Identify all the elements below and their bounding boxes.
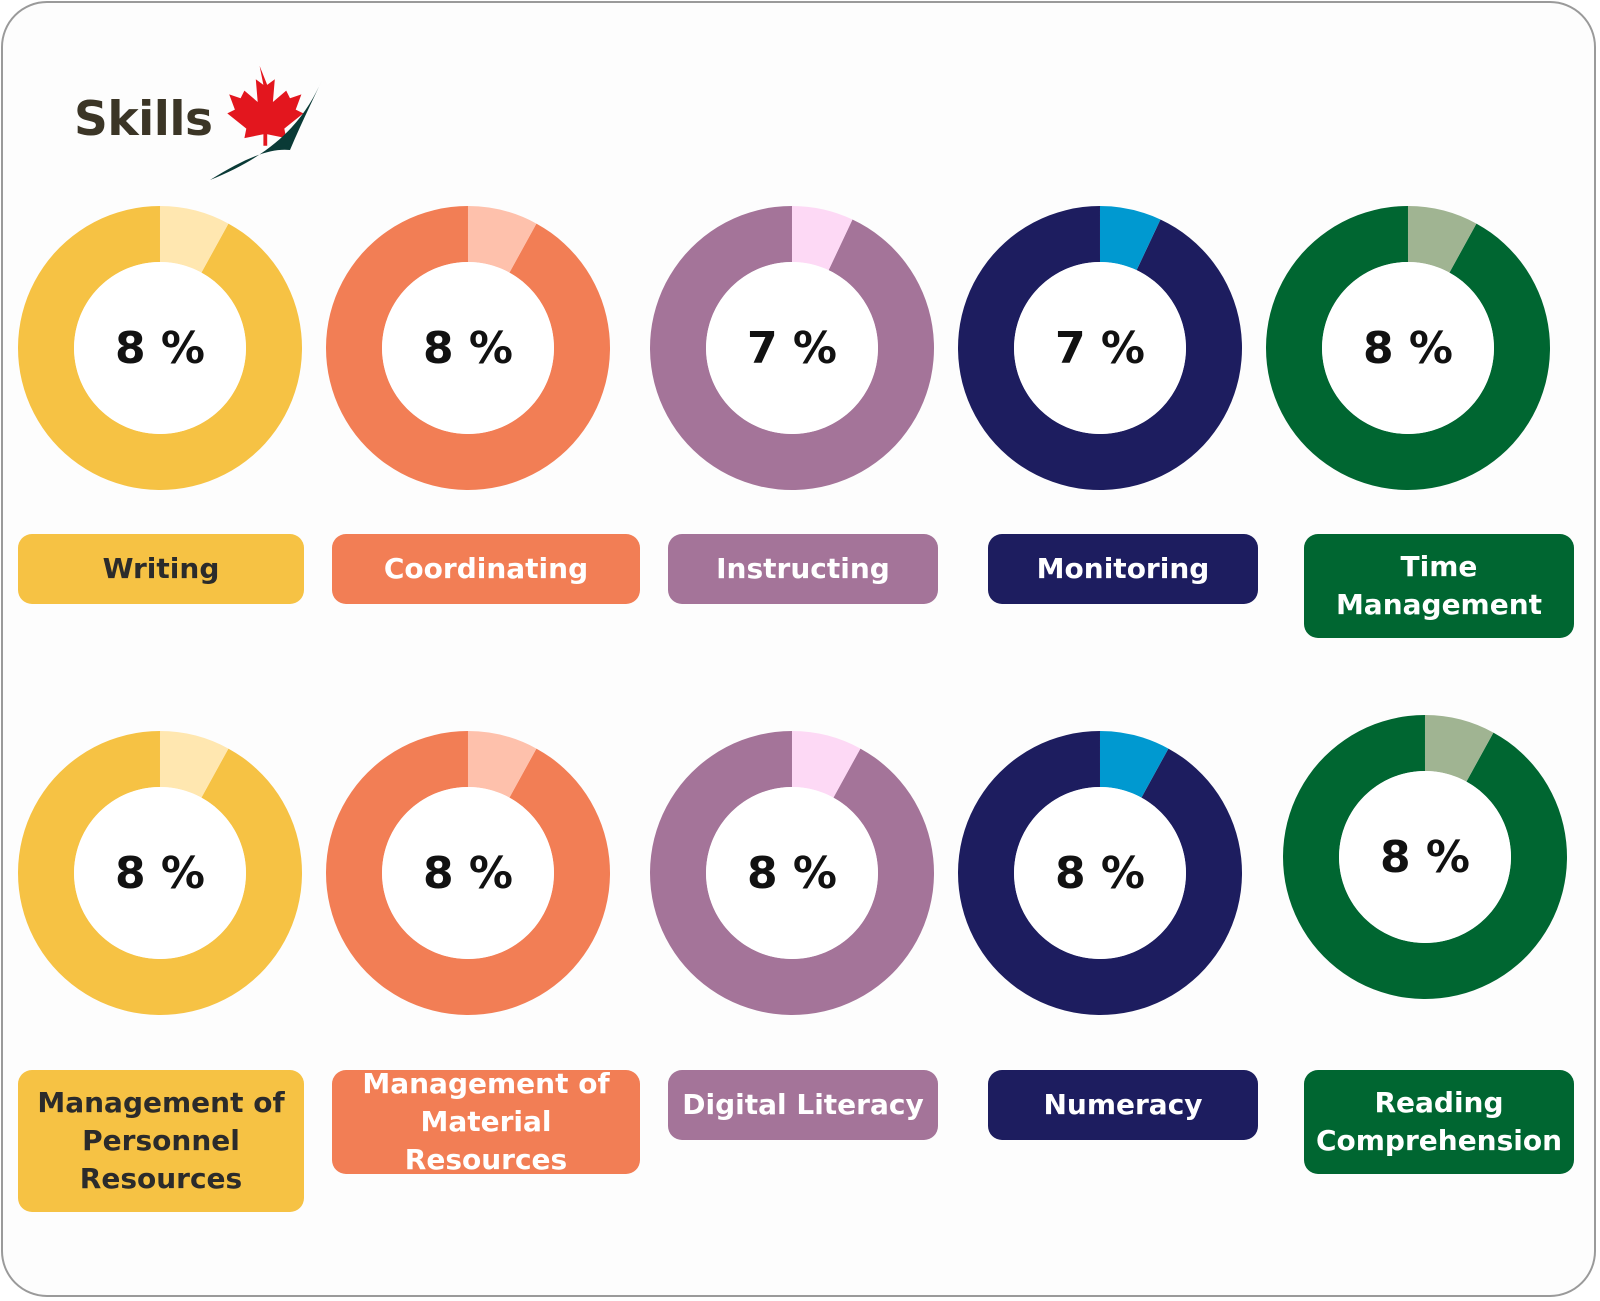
donut-svg	[326, 731, 610, 1015]
skill-label-line: Instructing	[716, 552, 890, 585]
skill-label-text: Coordinating	[384, 550, 588, 588]
donut-hole	[74, 262, 246, 434]
skill-label-line: Comprehension	[1315, 1124, 1563, 1157]
donut-reading-comprehension: 8 %	[1283, 715, 1567, 999]
donut-value-slice	[1425, 715, 1494, 782]
donut-writing: 8 %	[18, 206, 302, 490]
skill-label-line: Management of	[362, 1067, 610, 1100]
maple-leaf-swoosh-icon	[210, 65, 322, 180]
donut-value-slice	[792, 731, 861, 798]
skill-label-text: Instructing	[716, 550, 890, 588]
donut-svg	[1283, 715, 1567, 999]
donut-svg	[18, 206, 302, 490]
skill-label-monitoring: Monitoring	[988, 534, 1258, 604]
skill-label-line: Writing	[102, 552, 220, 585]
donut-hole	[382, 787, 554, 959]
skill-label-writing: Writing	[18, 534, 304, 604]
skills-logo: Skills	[74, 64, 334, 184]
skill-label-management-of-material-resources: Management of Material Resources	[332, 1067, 640, 1176]
skill-label-line: Digital Literacy	[682, 1088, 924, 1121]
donut-remainder-slice	[18, 206, 302, 490]
donut-instructing: 7 %	[650, 206, 934, 490]
skill-label-line: Material Resources	[404, 1105, 568, 1176]
skill-label-reading-comprehension: Reading Comprehension	[1304, 1070, 1574, 1174]
donut-hole	[1014, 787, 1186, 959]
donut-coordinating: 8 %	[326, 206, 610, 490]
donut-monitoring: 7 %	[958, 206, 1242, 490]
donut-remainder-slice	[326, 206, 610, 490]
donut-value-slice	[1100, 731, 1169, 798]
skill-label-line: Monitoring	[1036, 552, 1210, 585]
donut-time-management: 8 %	[1266, 206, 1550, 490]
donut-digital-literacy: 8 %	[650, 731, 934, 1015]
donut-svg	[650, 206, 934, 490]
skill-label-line: Coordinating	[383, 552, 589, 585]
skill-label-line: Management of	[37, 1086, 285, 1119]
donut-hole	[1339, 771, 1511, 943]
skill-label-line: Time	[1400, 550, 1478, 583]
donut-svg	[650, 731, 934, 1015]
skill-label-digital-literacy: Digital Literacy	[668, 1070, 938, 1140]
donut-remainder-slice	[1266, 206, 1550, 490]
donut-remainder-slice	[326, 731, 610, 1015]
donut-value-slice	[160, 206, 229, 273]
donut-hole	[74, 787, 246, 959]
skill-label-line: Personnel	[82, 1124, 240, 1157]
donut-value-slice	[160, 731, 229, 798]
donut-numeracy: 8 %	[958, 731, 1242, 1015]
skill-label-coordinating: Coordinating	[332, 534, 640, 604]
donut-svg	[18, 731, 302, 1015]
donut-hole	[1014, 262, 1186, 434]
donut-value-slice	[1100, 206, 1161, 271]
skill-label-text: Writing	[103, 550, 220, 588]
skill-label-line: Management	[1335, 588, 1543, 621]
donut-svg	[326, 206, 610, 490]
skill-label-numeracy: Numeracy	[988, 1070, 1258, 1140]
skill-label-line: Resources	[79, 1162, 243, 1195]
skill-label-text: Numeracy	[1043, 1086, 1202, 1124]
skill-label-line: Reading	[1374, 1086, 1504, 1119]
donut-svg	[958, 206, 1242, 490]
donut-value-slice	[468, 206, 537, 273]
donut-hole	[706, 262, 878, 434]
donut-value-slice	[1408, 206, 1477, 273]
donut-svg	[958, 731, 1242, 1015]
skill-label-management-of-personnel-resources: Management of Personnel Resources	[18, 1070, 304, 1212]
donut-remainder-slice	[18, 731, 302, 1015]
donut-remainder-slice	[958, 731, 1242, 1015]
skill-label-text: Reading Comprehension	[1316, 1084, 1562, 1160]
skill-label-text: Monitoring	[1037, 550, 1210, 588]
skill-label-time-management: Time Management	[1304, 534, 1574, 638]
donut-hole	[382, 262, 554, 434]
donut-value-slice	[468, 731, 537, 798]
logo-text: Skills	[74, 92, 213, 147]
donut-remainder-slice	[650, 731, 934, 1015]
skill-label-text: Time Management	[1336, 548, 1542, 624]
donut-value-slice	[792, 206, 853, 271]
donut-remainder-slice	[958, 206, 1242, 490]
skill-label-text: Management of Personnel Resources	[37, 1084, 284, 1198]
donut-remainder-slice	[650, 206, 934, 490]
donut-management-of-personnel-resources: 8 %	[18, 731, 302, 1015]
skill-label-text: Digital Literacy	[682, 1086, 923, 1124]
donut-remainder-slice	[1283, 715, 1567, 999]
skill-label-instructing: Instructing	[668, 534, 938, 604]
donut-management-of-material-resources: 8 %	[326, 731, 610, 1015]
donut-hole	[1322, 262, 1494, 434]
skill-label-line: Numeracy	[1043, 1088, 1203, 1121]
skill-label-text: Management of Material Resources	[342, 1065, 630, 1179]
donut-svg	[1266, 206, 1550, 490]
donut-hole	[706, 787, 878, 959]
